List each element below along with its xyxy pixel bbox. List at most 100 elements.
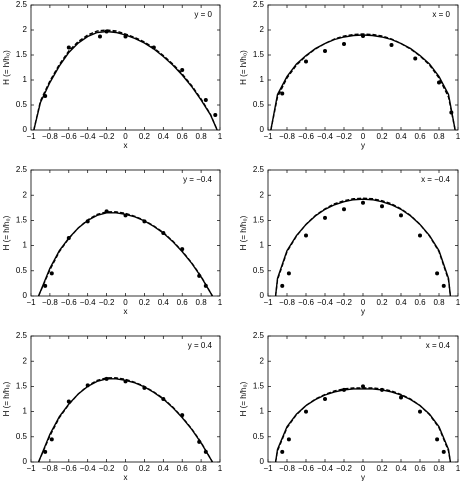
data-point bbox=[437, 80, 441, 85]
data-point bbox=[435, 271, 440, 276]
data-point bbox=[43, 449, 48, 454]
plot-frame bbox=[267, 335, 459, 463]
data-point bbox=[418, 409, 422, 414]
data-point bbox=[97, 34, 102, 39]
y-tick-label: 0 bbox=[260, 291, 265, 300]
data-point bbox=[151, 45, 156, 50]
x-tick-label: −1 bbox=[263, 464, 273, 473]
x-tick-label: 0.4 bbox=[158, 132, 170, 141]
x-tick-label: 0.4 bbox=[395, 464, 407, 473]
data-point bbox=[203, 283, 208, 288]
data-point bbox=[49, 271, 54, 276]
y-tick-label: 1 bbox=[260, 75, 265, 84]
y-tick-label: 0 bbox=[260, 125, 265, 134]
x-tick-label: 0.2 bbox=[376, 464, 388, 473]
data-point bbox=[85, 219, 90, 224]
data-point bbox=[280, 449, 285, 454]
plot-frame bbox=[30, 4, 221, 131]
data-point bbox=[197, 273, 202, 278]
y-tick-label: 2.5 bbox=[253, 165, 265, 174]
annotation: x = 0.4 bbox=[426, 341, 451, 350]
plot-frame bbox=[30, 335, 221, 463]
x-tick-label: 0.6 bbox=[177, 298, 189, 307]
data-point bbox=[104, 29, 109, 34]
x-tick-label: −0.2 bbox=[99, 132, 115, 141]
x-tick-label: −1 bbox=[263, 298, 273, 307]
x-tick-label: 0.2 bbox=[376, 132, 388, 141]
annotation: y = −0.4 bbox=[183, 175, 212, 184]
data-point bbox=[203, 449, 208, 454]
data-point bbox=[66, 236, 71, 241]
x-tick-label: −0.4 bbox=[80, 464, 96, 473]
y-axis-label: H (= h/h₀) bbox=[239, 215, 248, 250]
y-tick-label: 1.5 bbox=[16, 382, 28, 391]
x-axis-label: x bbox=[124, 307, 128, 316]
x-tick-label: −0.2 bbox=[336, 464, 352, 473]
x-tick-label: 0.2 bbox=[139, 132, 151, 141]
data-point bbox=[66, 399, 71, 404]
data-point bbox=[435, 437, 440, 442]
y-tick-label: 1.5 bbox=[16, 216, 28, 225]
data-point bbox=[323, 397, 327, 401]
x-tick-label: −0.4 bbox=[317, 298, 333, 307]
x-tick-label: 0 bbox=[123, 298, 128, 307]
x-tick-label: 0.2 bbox=[376, 298, 388, 307]
data-point bbox=[413, 56, 418, 61]
y-axis-label: H (= h/h₀) bbox=[239, 50, 248, 85]
data-point bbox=[342, 387, 346, 392]
annotation: y = 0.4 bbox=[188, 341, 213, 350]
x-axis-label: y bbox=[361, 307, 365, 316]
data-point bbox=[213, 113, 218, 117]
x-tick-label: 0.8 bbox=[433, 132, 445, 141]
x-tick-label: −0.6 bbox=[298, 132, 314, 141]
data-point bbox=[361, 34, 365, 38]
data-point bbox=[161, 231, 166, 235]
y-tick-label: 1.5 bbox=[253, 50, 265, 59]
y-tick-label: 1 bbox=[260, 241, 265, 250]
data-point bbox=[85, 383, 90, 388]
data-point bbox=[441, 283, 446, 288]
annotation: x = −0.4 bbox=[421, 175, 450, 184]
y-axis-label: H (= h/h₀) bbox=[2, 50, 11, 85]
data-point bbox=[104, 376, 109, 381]
dashed-curve bbox=[274, 197, 452, 297]
x-tick-label: 1 bbox=[218, 132, 223, 141]
y-tick-label: 1.5 bbox=[253, 382, 265, 391]
x-tick-label: 0.2 bbox=[139, 298, 151, 307]
x-tick-label: 0 bbox=[123, 132, 128, 141]
data-point bbox=[43, 94, 48, 98]
x-tick-label: −0.8 bbox=[279, 298, 295, 307]
dashed-curve bbox=[37, 211, 214, 297]
y-tick-label: 2.5 bbox=[16, 331, 28, 340]
data-point bbox=[142, 385, 147, 390]
x-tick-label: 1 bbox=[456, 464, 461, 473]
data-point bbox=[66, 45, 71, 50]
y-tick-label: 2 bbox=[260, 25, 265, 34]
y-tick-label: 0.5 bbox=[16, 266, 28, 275]
x-tick-label: 0.4 bbox=[395, 132, 407, 141]
x-tick-label: −0.2 bbox=[336, 132, 352, 141]
data-point bbox=[180, 68, 185, 72]
y-tick-label: 0 bbox=[23, 291, 28, 300]
data-point bbox=[197, 439, 202, 444]
plot-frame bbox=[267, 4, 459, 131]
y-tick-label: 2.5 bbox=[16, 165, 28, 174]
x-tick-label: 0.6 bbox=[177, 132, 189, 141]
y-tick-label: 2 bbox=[23, 356, 28, 365]
annotation: x = 0 bbox=[432, 10, 450, 19]
x-tick-label: 0.8 bbox=[433, 298, 445, 307]
y-axis-label: H (= h/h₀) bbox=[239, 381, 248, 416]
dashed-curve bbox=[270, 33, 456, 131]
x-tick-label: 0.8 bbox=[433, 464, 445, 473]
data-point bbox=[104, 209, 109, 214]
y-tick-label: 0.5 bbox=[253, 100, 265, 109]
x-tick-label: −0.8 bbox=[42, 464, 58, 473]
data-point bbox=[304, 233, 308, 238]
y-tick-label: 1 bbox=[23, 407, 28, 416]
x-tick-label: 1 bbox=[456, 298, 461, 307]
x-tick-label: 0.4 bbox=[158, 298, 170, 307]
x-tick-label: −0.4 bbox=[317, 464, 333, 473]
data-point bbox=[280, 91, 285, 96]
data-point bbox=[49, 437, 54, 442]
